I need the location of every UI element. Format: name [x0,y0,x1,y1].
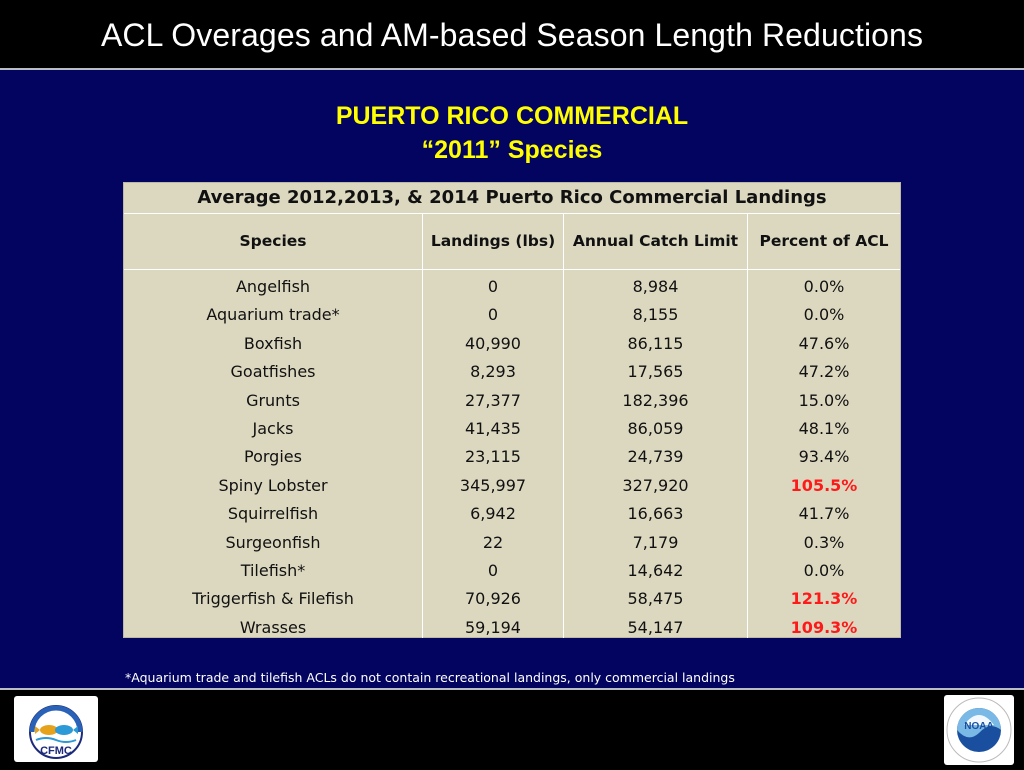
acl-cell: 8,155 [632,305,679,325]
top-divider [0,68,1024,70]
subtitle-line-2: “2011” Species [421,136,603,164]
acl-cell: 14,642 [627,560,684,580]
species-cell: Triggerfish & Filefish [192,589,354,609]
percent-cell: 109.3% [790,617,858,637]
footer: CFMC NOAA [0,690,1024,768]
noaa-logo-text: NOAA [964,721,993,732]
acl-cell: 8,984 [632,277,679,296]
species-cell: Tilefish* [240,560,306,580]
acl-cell: 86,115 [627,333,684,353]
landings-cell: 8,293 [470,362,516,382]
species-cell: Jacks [252,418,294,438]
landings-cell: 41,435 [465,418,521,438]
percent-cell: 41.7% [798,504,850,524]
species-cell: Grunts [246,390,300,410]
footnote: *Aquarium trade and tilefish ACLs do not… [125,670,735,685]
species-cell: Squirrelfish [227,504,319,524]
acl-cell: 327,920 [622,475,689,495]
fish-icon [55,725,73,735]
cfmc-logo-graphic: CFMC [29,705,83,759]
percent-cell: 0.3% [803,532,845,552]
acl-cell: 86,059 [627,418,684,438]
column-header-landings: Landings (lbs) [423,214,564,269]
table-body: Angelfish Aquarium trade* Boxfish Goatfishe… [124,270,900,638]
percent-cell: 0.0% [803,560,845,580]
acl-cell: 54,147 [627,617,684,637]
table-header-row: Species Landings (lbs) Annual Catch Limi… [124,214,900,270]
landings-cell: 345,997 [459,475,527,495]
fish-icon [40,725,58,735]
acl-cell: 182,396 [622,390,689,410]
column-header-species: Species [124,214,423,269]
percent-cell: 15.0% [798,390,850,410]
species-cell: Porgies [244,447,302,467]
landings-table: Average 2012,2013, & 2014 Puerto Rico Co… [123,182,901,638]
percent-cell: 47.6% [798,333,850,353]
slide-title: ACL Overages and AM-based Season Length … [100,17,924,53]
landings-cell: 0 [487,277,499,296]
subtitle: PUERTO RICO COMMERCIAL “2011” Species [0,99,1024,167]
table-title: Average 2012,2013, & 2014 Puerto Rico Co… [124,183,900,214]
title-bar: ACL Overages and AM-based Season Length … [0,0,1024,68]
landings-cell: 22 [482,532,504,552]
acl-cell: 7,179 [632,532,679,552]
cfmc-logo: CFMC [14,696,98,762]
acl-cell: 16,663 [627,504,684,524]
species-cell: Surgeonfish [225,532,321,552]
column-header-acl: Annual Catch Limit [564,214,748,269]
landings-cell: 6,942 [470,504,516,524]
slide-body: PUERTO RICO COMMERCIAL “2011” Species Av… [0,70,1024,688]
acl-cell: 17,565 [627,362,684,382]
percent-cell: 93.4% [798,447,850,467]
noaa-logo: NOAA [944,695,1014,765]
landings-column: 0 0 40,990 8,293 27,377 41,435 23,115 345,997 6,… [423,270,564,638]
acl-column: 8,984 8,155 86,115 17,565 182,396 86,059 24,73… [564,270,748,638]
percent-column: 0.0% 0.0% 47.6% 47.2% 15.0% 48.1% 93.4% 105.5% 4… [748,270,900,638]
species-cell: Angelfish [235,277,311,296]
cfmc-logo-text: CFMC [40,745,72,757]
percent-cell: 121.3% [790,589,858,609]
acl-cell: 24,739 [627,447,684,467]
subtitle-line-1: PUERTO RICO COMMERCIAL [335,102,689,130]
landings-cell: 70,926 [465,589,521,609]
species-cell: Boxfish [243,333,303,353]
percent-cell: 105.5% [790,475,858,495]
species-cell: Goatfishes [230,362,316,382]
species-column: Angelfish Aquarium trade* Boxfish Goatfishe… [124,270,423,638]
column-header-percent: Percent of ACL [759,232,889,250]
percent-cell: 48.1% [798,418,850,438]
landings-cell: 40,990 [465,333,521,353]
landings-cell: 27,377 [465,390,521,410]
species-cell: Spiny Lobster [218,475,328,495]
landings-cell: 59,194 [465,617,521,637]
percent-cell: 0.0% [803,277,845,296]
percent-cell: 0.0% [803,305,845,325]
noaa-logo-graphic: NOAA [946,697,1012,763]
landings-cell: 0 [487,305,499,325]
species-cell: Wrasses [239,617,307,637]
bottom-divider [0,688,1024,690]
landings-cell: 0 [487,560,499,580]
species-cell: Aquarium trade* [206,305,340,325]
acl-cell: 58,475 [627,589,684,609]
percent-cell: 47.2% [798,362,850,382]
landings-cell: 23,115 [465,447,521,467]
